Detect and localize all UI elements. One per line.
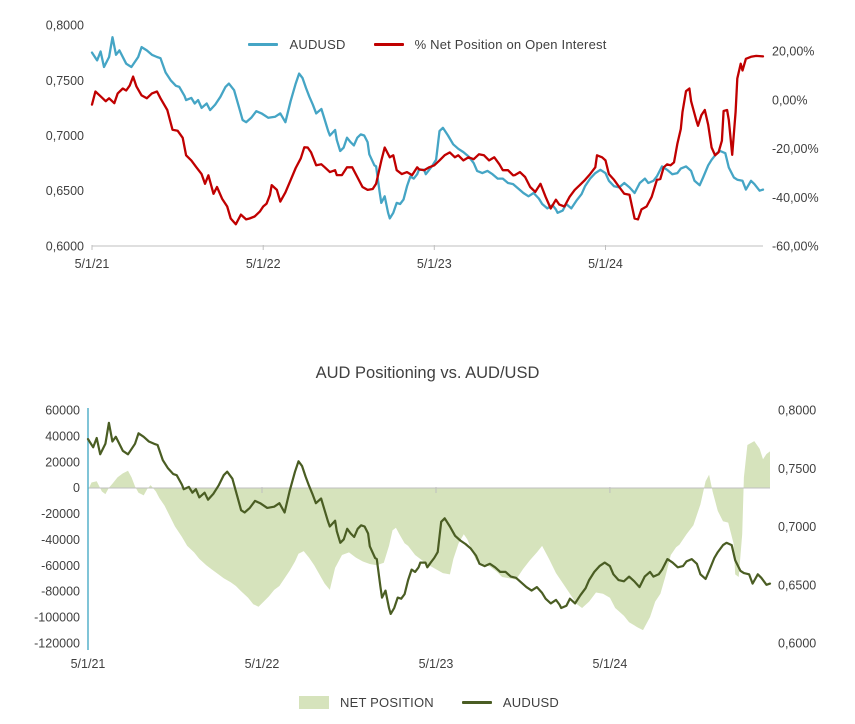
x-tick-label: 5/1/23 — [417, 257, 452, 271]
net-position-area-swatch — [298, 696, 329, 709]
left-axis-tick-label: 0,6500 — [46, 184, 84, 198]
left-axis-tick-label: 0,7500 — [46, 74, 84, 88]
net-position-pct-line-swatch — [373, 43, 404, 46]
top-chart-legend: AUDUSD % Net Position on Open Interest — [92, 37, 763, 52]
right-axis-tick-label: 0,7000 — [778, 520, 816, 534]
right-axis-tick-label: -20,00% — [772, 142, 819, 156]
x-tick-label: 5/1/22 — [245, 657, 280, 671]
bottom-chart-title: AUD Positioning vs. AUD/USD — [315, 364, 540, 382]
net-position-area — [88, 441, 770, 631]
legend-label-net-position: NET POSITION — [339, 695, 434, 710]
audusd-line-bottom — [86, 421, 772, 615]
left-axis-tick-label: -100000 — [34, 611, 80, 625]
left-axis-tick-label: 20000 — [45, 455, 80, 469]
x-tick-label: 5/1/24 — [593, 657, 628, 671]
legend-item-net-position: NET POSITION — [298, 695, 434, 710]
bottom-chart-legend: NET POSITION AUDUSD — [88, 695, 770, 710]
x-tick-label: 5/1/21 — [71, 657, 106, 671]
left-axis-tick-label: -20000 — [41, 507, 80, 521]
left-axis-tick-label: -60000 — [41, 559, 80, 573]
legend-item-audusd-bottom: AUDUSD — [461, 695, 559, 710]
x-tick-label: 5/1/21 — [75, 257, 110, 271]
right-axis-tick-label: 0,6000 — [778, 637, 816, 651]
x-tick-label: 5/1/23 — [419, 657, 454, 671]
legend-label-net-position-pct: % Net Position on Open Interest — [414, 37, 607, 52]
left-axis-tick-label: 0 — [73, 481, 80, 495]
left-axis-tick-label: 40000 — [45, 429, 80, 443]
legend-label-audusd-bottom: AUDUSD — [502, 695, 559, 710]
left-axis-tick-label: -120000 — [34, 637, 80, 651]
left-axis-tick-label: 60000 — [45, 404, 80, 418]
left-axis-tick-label: 0,8000 — [46, 19, 84, 33]
right-axis-tick-label: 0,00% — [772, 93, 807, 107]
x-tick-label: 5/1/22 — [246, 257, 281, 271]
left-axis-tick-label: -80000 — [41, 585, 80, 599]
right-axis-tick-label: -60,00% — [772, 240, 819, 254]
legend-item-audusd: AUDUSD — [248, 37, 345, 52]
legend-item-net-position-pct: % Net Position on Open Interest — [373, 37, 607, 52]
left-axis-tick-label: 0,7000 — [46, 129, 84, 143]
right-axis-tick-label: 0,6500 — [778, 578, 816, 592]
right-axis-tick-label: 0,8000 — [778, 404, 816, 418]
audusd-dark-line-swatch — [461, 701, 492, 704]
legend-label-audusd: AUDUSD — [289, 37, 346, 52]
audusd-line-swatch — [248, 43, 279, 46]
right-axis-tick-label: 20,00% — [772, 45, 814, 59]
net-position-pct-line — [90, 54, 765, 226]
left-axis-tick-label: -40000 — [41, 533, 80, 547]
right-axis-tick-label: 0,7500 — [778, 462, 816, 476]
x-tick-label: 5/1/24 — [588, 257, 623, 271]
right-axis-tick-label: -40,00% — [772, 191, 819, 205]
left-axis-tick-label: 0,6000 — [46, 240, 84, 254]
audusd-line-top — [90, 36, 765, 220]
